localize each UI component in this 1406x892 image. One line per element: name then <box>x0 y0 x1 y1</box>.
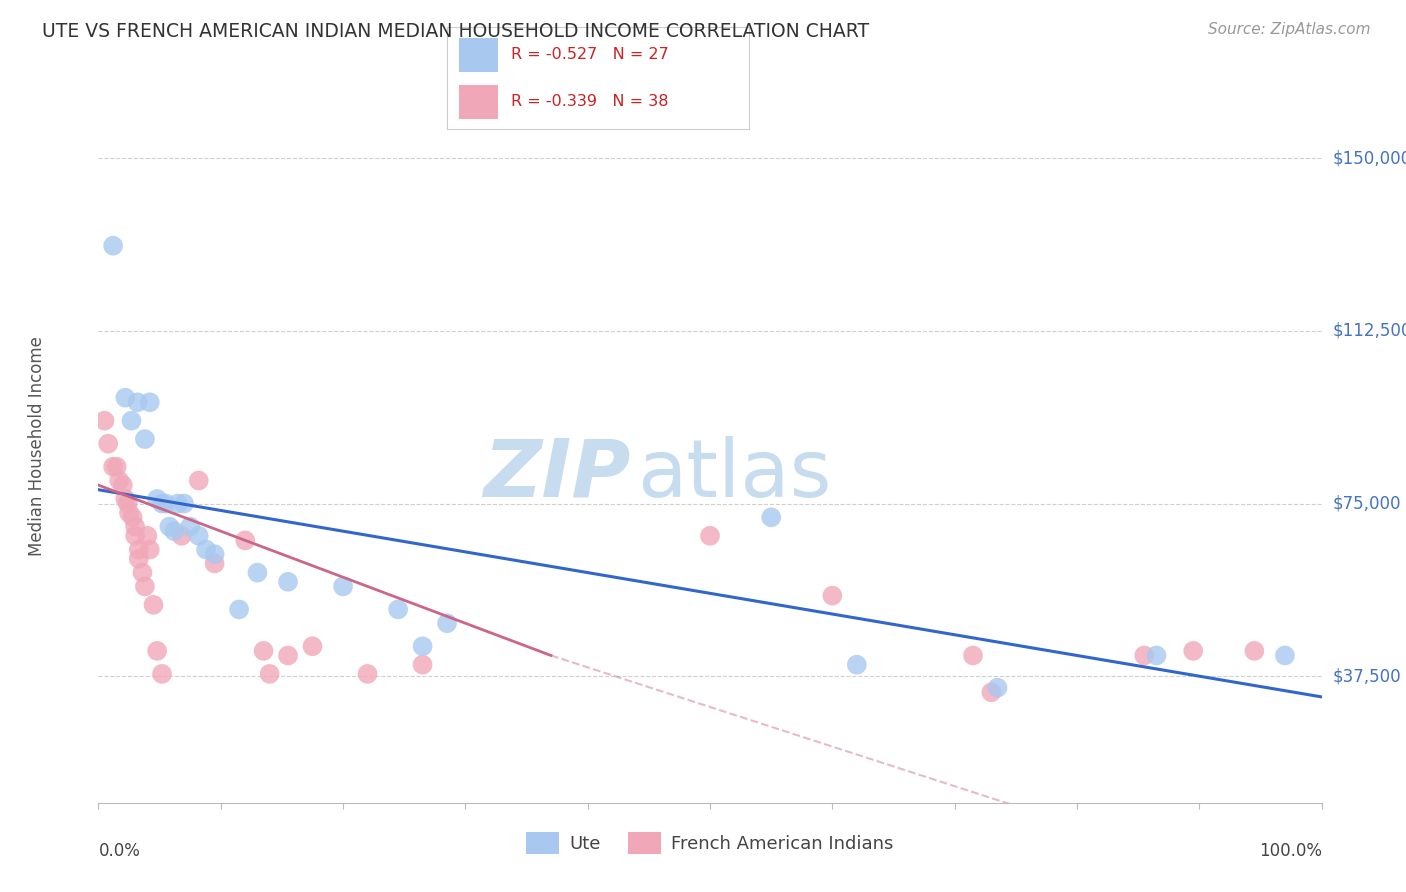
Point <box>173 497 195 511</box>
Point <box>124 529 146 543</box>
Point <box>157 519 180 533</box>
Point <box>111 478 134 492</box>
Text: 100.0%: 100.0% <box>1258 842 1322 860</box>
Point <box>761 510 783 524</box>
Point <box>163 524 186 538</box>
Point <box>139 395 162 409</box>
Text: 0.0%: 0.0% <box>98 842 141 860</box>
Point <box>1243 644 1265 658</box>
Point <box>127 395 149 409</box>
Point <box>120 414 142 428</box>
Point <box>167 497 190 511</box>
Point <box>228 602 250 616</box>
Point <box>1146 648 1168 663</box>
Point <box>146 644 169 658</box>
Point <box>118 506 141 520</box>
Point <box>170 529 193 543</box>
Point <box>101 238 124 252</box>
Text: Median Household Income: Median Household Income <box>28 336 46 556</box>
Point <box>131 566 153 580</box>
Point <box>139 542 162 557</box>
Text: $37,500: $37,500 <box>1333 667 1402 685</box>
Point <box>259 666 281 681</box>
Point <box>1133 648 1156 663</box>
Point <box>233 533 256 548</box>
Point <box>124 519 146 533</box>
Point <box>986 681 1008 695</box>
Point <box>436 616 458 631</box>
Point <box>821 589 844 603</box>
Point <box>114 491 136 506</box>
Text: Source: ZipAtlas.com: Source: ZipAtlas.com <box>1208 22 1371 37</box>
Point <box>114 391 136 405</box>
Text: $150,000: $150,000 <box>1333 149 1406 168</box>
Point <box>845 657 868 672</box>
Point <box>277 648 299 663</box>
Point <box>117 497 139 511</box>
Point <box>150 666 173 681</box>
Point <box>128 551 150 566</box>
Point <box>356 666 378 681</box>
Point <box>412 657 434 672</box>
Point <box>134 579 156 593</box>
Legend: Ute, French American Indians: Ute, French American Indians <box>519 825 901 862</box>
Text: $112,500: $112,500 <box>1333 322 1406 340</box>
Point <box>187 474 209 488</box>
Point <box>412 640 434 654</box>
Point <box>134 432 156 446</box>
Point <box>387 602 409 616</box>
Point <box>187 529 209 543</box>
Point <box>93 414 115 428</box>
Bar <box>460 86 499 119</box>
Point <box>204 557 226 571</box>
Point <box>246 566 269 580</box>
Point <box>121 510 143 524</box>
Point <box>101 459 124 474</box>
Point <box>155 497 177 511</box>
Text: atlas: atlas <box>637 435 831 514</box>
Point <box>146 491 169 506</box>
Point <box>252 644 274 658</box>
Point <box>332 579 354 593</box>
Point <box>699 529 721 543</box>
Point <box>195 542 218 557</box>
Point <box>142 598 165 612</box>
Point <box>962 648 984 663</box>
Text: R = -0.527   N = 27: R = -0.527 N = 27 <box>510 47 668 62</box>
Text: UTE VS FRENCH AMERICAN INDIAN MEDIAN HOUSEHOLD INCOME CORRELATION CHART: UTE VS FRENCH AMERICAN INDIAN MEDIAN HOU… <box>42 22 869 41</box>
Point <box>105 459 128 474</box>
Point <box>128 542 150 557</box>
Point <box>1182 644 1205 658</box>
Point <box>204 547 226 561</box>
Bar <box>460 38 499 72</box>
Point <box>1274 648 1296 663</box>
Point <box>136 529 159 543</box>
Point <box>179 519 201 533</box>
Point <box>980 685 1002 699</box>
Point <box>301 640 323 654</box>
Text: $75,000: $75,000 <box>1333 494 1402 513</box>
Point <box>150 497 173 511</box>
Point <box>277 574 299 589</box>
Text: R = -0.339   N = 38: R = -0.339 N = 38 <box>510 94 668 109</box>
Text: ZIP: ZIP <box>484 435 630 514</box>
Point <box>108 474 131 488</box>
Point <box>97 436 120 450</box>
